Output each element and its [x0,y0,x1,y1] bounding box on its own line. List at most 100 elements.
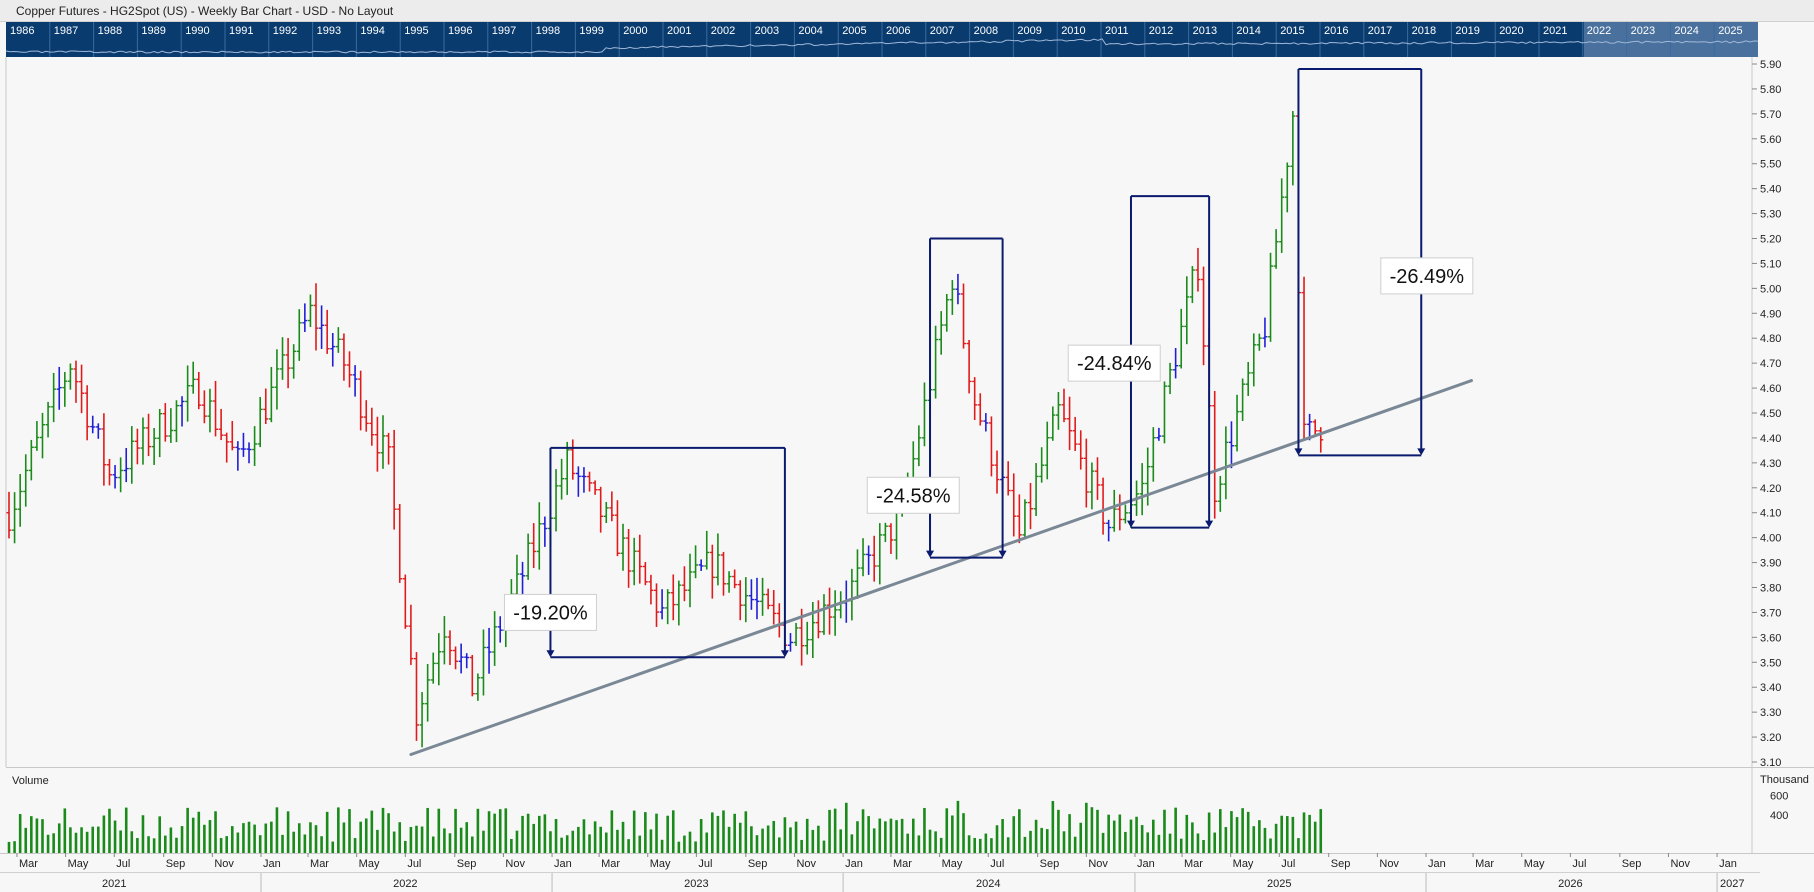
price-chart[interactable]: 3.10 3.20 3.30 3.40 3.50 3.60 3.70 3.80 3.90 4.00… [0,57,1814,767]
measurement-tools[interactable]: -19.20% -24.58% -24.84% -26.49% [503,67,1474,659]
volume-bar [482,830,485,853]
volume-bar [565,835,569,853]
year-tick-label: 2024 [976,878,1000,890]
price-bar [246,442,252,464]
volume-bar [1246,811,1250,853]
measurement-label-box [503,593,597,631]
price-tick-label: 5.70 [1760,109,1781,121]
volume-bar [666,815,669,853]
volume-bar [1135,816,1138,853]
overview-year-label: 2013 [1193,25,1217,37]
volume-bar [861,809,865,853]
volume-bar [627,839,630,853]
volume-bar [906,833,910,853]
price-bar [520,561,526,598]
volume-bar [1068,814,1071,853]
price-bar [67,363,73,390]
volume-bar [1096,809,1099,853]
price-bar [240,432,246,457]
price-bar [1318,427,1324,453]
price-bar [531,523,537,569]
measurement-tool[interactable]: -24.58% [866,237,1007,559]
volume-pane: Volume Thousand 600 400 [6,767,1814,853]
volume-bar [454,808,457,853]
volume-bar [471,836,474,853]
volume-bar [588,834,591,853]
volume-bar [1196,833,1200,853]
measurement-tool[interactable]: -19.20% [503,446,789,659]
overview-navigator[interactable]: 1986 1987 1988 1989 1990 1991 1992 1993 1994 1995… [6,22,1758,57]
price-bar [179,396,185,427]
price-tick-label: 3.60 [1760,632,1781,644]
overview-year-label: 1997 [492,25,516,37]
price-tick-label: 3.30 [1760,707,1781,719]
price-bar [1284,162,1290,213]
price-bar [397,503,403,583]
volume-bar [772,820,776,853]
volume-bar [716,815,720,853]
price-bar [441,616,447,665]
volume-bar [867,816,870,853]
trendline[interactable] [409,379,1473,757]
measurement-tool[interactable]: -26.49% [1294,67,1474,457]
price-tick-label: 4.10 [1760,508,1781,520]
volume-bar [895,820,898,853]
price-bar [603,501,609,524]
price-bar [252,426,258,466]
price-bar [307,294,313,328]
volume-bar [1018,809,1021,853]
volume-bar [805,818,809,853]
volume-bar [510,838,513,853]
volume-bar [1291,816,1295,853]
price-bar [598,486,604,533]
price-bar [1217,475,1223,512]
measurement-tool[interactable]: -24.84% [1067,195,1214,529]
price-bar [1117,494,1123,531]
volume-bar [348,809,351,853]
year-tick-label: 2022 [393,878,417,890]
price-bar [1256,333,1262,351]
price-bar [1201,266,1207,366]
price-bar [229,420,235,451]
month-tick-label: Jan [1428,858,1446,870]
price-bar [1178,308,1184,369]
price-bar [56,366,62,410]
volume-bar [727,826,731,853]
price-bar [263,388,269,425]
price-bar [497,616,503,643]
price-bar [347,351,353,388]
volume-bar [13,841,16,853]
price-bar [1111,489,1117,532]
price-bar [1061,388,1067,423]
volume-bar [1218,809,1222,853]
price-bar [860,538,866,577]
volume-bar [102,815,106,853]
volume-bar [342,822,346,853]
overview-year-labels: 1986 1987 1988 1989 1990 1991 1992 1993 1994 1995… [10,22,1743,57]
overview-year-label: 1989 [141,25,165,37]
price-bar [871,535,877,582]
overview-year-label: 2023 [1631,25,1655,37]
volume-bar [1001,819,1004,853]
price-bar [1273,229,1279,269]
price-tick-label: 4.20 [1760,483,1781,495]
volume-bar [63,808,67,853]
price-bar [486,627,492,674]
volume-bar [671,810,675,853]
overview-year-label: 2009 [1017,25,1041,37]
volume-bar [297,823,301,853]
price-bar [1055,392,1061,430]
price-bar [157,408,163,458]
volume-bar [1297,838,1300,853]
volume-bar [604,832,608,853]
overview-selection-window[interactable] [1584,22,1758,57]
month-tick-label: Mar [893,858,912,870]
price-bar [324,309,330,354]
price-bar [330,333,336,367]
volume-bar [1085,802,1088,853]
volume-bar [900,818,904,853]
price-bar [79,364,85,414]
year-ticks: 2021 2022 2023 2024 2025 2026 2027 [102,873,1744,892]
volume-bar [945,808,949,853]
overview-year-label: 2005 [842,25,866,37]
